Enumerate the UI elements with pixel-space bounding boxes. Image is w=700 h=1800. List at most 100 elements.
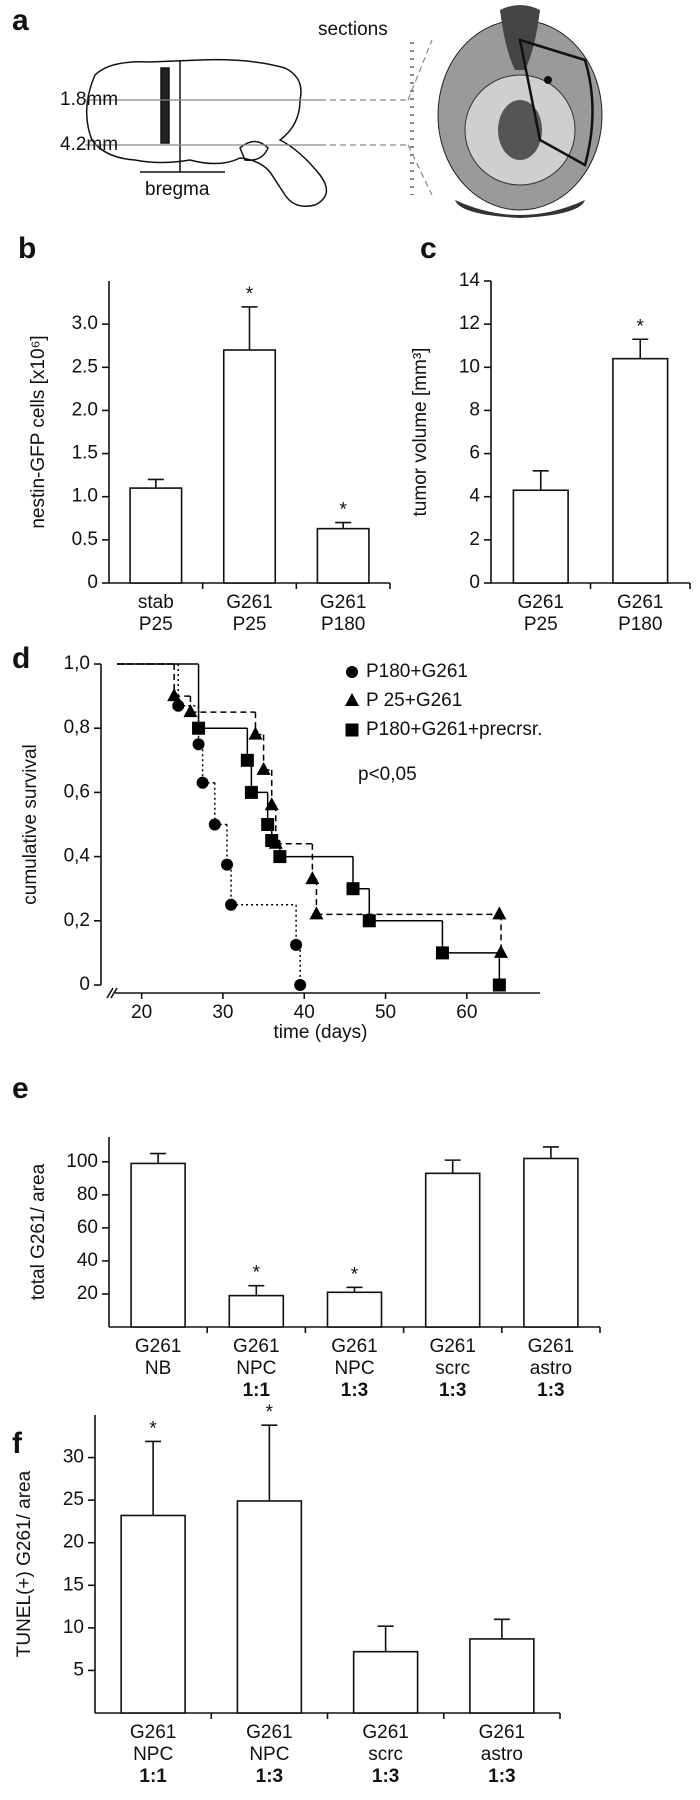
survival-marker	[244, 785, 258, 799]
tumor-region	[518, 38, 594, 167]
sections-label: sections	[318, 19, 388, 40]
survival-marker	[435, 946, 449, 960]
bar	[129, 487, 183, 584]
x-axis-label: time (days)	[274, 1022, 368, 1043]
x-tick-label: NPC	[249, 1744, 289, 1765]
y-tick-label: 0,8	[64, 717, 90, 738]
x-tick-label: P25	[139, 614, 173, 635]
y-tick-label: 1,0	[64, 653, 90, 674]
survival-marker	[273, 850, 287, 864]
x-tick-label: astro	[530, 1358, 572, 1379]
y-tick-label: 2	[469, 529, 480, 550]
survival-marker	[172, 699, 185, 712]
survival-marker	[265, 834, 279, 848]
x-tick-label: G261	[320, 592, 366, 613]
y-tick-label: 0	[469, 572, 480, 593]
bar	[469, 1638, 535, 1714]
x-tick-label: G261	[429, 1336, 475, 1357]
y-tick-label: 0.5	[72, 529, 98, 550]
y-tick-label: 0,4	[64, 846, 91, 867]
x-tick-label: G261	[479, 1722, 525, 1743]
y-tick-label: 1.0	[72, 486, 98, 507]
y-tick-label: 15	[63, 1574, 84, 1595]
significance-marker: *	[266, 1402, 274, 1423]
survival-marker	[221, 858, 234, 871]
y-tick-label: 4	[469, 486, 480, 507]
bar	[222, 349, 277, 584]
x-tick-label: P25	[233, 614, 267, 635]
bulb	[500, 5, 540, 70]
x-tick-label: stab	[138, 592, 174, 613]
survival-marker	[294, 979, 307, 991]
bar	[228, 1294, 285, 1328]
y-tick-label: 8	[469, 399, 480, 420]
x-tick-label: 1:3	[439, 1380, 466, 1401]
bregma-label: bregma	[145, 179, 210, 200]
x-tick-label: P25	[524, 614, 558, 635]
survival-marker	[492, 978, 506, 992]
survival-marker	[167, 688, 182, 702]
y-tick-label: 0,6	[64, 781, 90, 802]
x-tick-label: NB	[145, 1358, 171, 1379]
x-tick-label: 1:3	[341, 1380, 368, 1401]
y-tick-label: 60	[77, 1217, 98, 1238]
brain-section	[437, 5, 603, 218]
y-tick-label: 20	[63, 1532, 84, 1553]
survival-marker	[183, 704, 198, 718]
y-tick-label: 100	[66, 1151, 98, 1172]
x-tick-label: G261	[130, 1722, 176, 1743]
y-axis-label: total G261/ area	[28, 1163, 49, 1300]
sagittal-outline	[85, 58, 328, 207]
bar	[512, 489, 569, 584]
panel-label: a	[12, 4, 29, 37]
level-lines	[85, 39, 433, 196]
x-tick-label: 60	[456, 1002, 477, 1023]
bar	[316, 527, 370, 584]
x-tick-label: 1:3	[256, 1766, 283, 1787]
survival-marker	[248, 726, 263, 740]
survival-marker	[261, 818, 275, 831]
y-tick-label: 20	[77, 1283, 98, 1304]
x-tick-label: NPC	[334, 1358, 374, 1379]
level-label: 4.2mm	[60, 134, 118, 155]
significance-marker: *	[351, 1264, 359, 1285]
survival-marker	[225, 898, 238, 911]
base	[455, 200, 585, 218]
significance-marker: *	[149, 1418, 157, 1439]
x-tick-label: G261	[528, 1336, 574, 1357]
core-dark	[498, 100, 542, 160]
survival-marker	[305, 871, 320, 885]
y-tick-label: 5	[73, 1659, 84, 1680]
panel-label: f	[12, 1427, 23, 1460]
y-tick-label: 3.0	[72, 313, 98, 334]
bar	[120, 1514, 186, 1714]
survival-marker	[256, 761, 271, 775]
x-tick-label: G261	[518, 592, 564, 613]
y-tick-label: 6	[469, 443, 480, 464]
y-tick-label: 30	[63, 1447, 84, 1468]
cerebellum	[239, 140, 269, 161]
axis-break	[106, 987, 114, 999]
x-tick-label: 1:3	[488, 1766, 515, 1787]
bar	[236, 1500, 303, 1714]
survival-marker	[240, 753, 254, 767]
injection-site	[544, 76, 552, 84]
survival-marker	[362, 914, 376, 928]
y-tick-label: 0,2	[64, 910, 90, 931]
legend-marker	[345, 693, 359, 706]
x-tick-label: 20	[131, 1002, 152, 1023]
y-tick-label: 10	[459, 356, 480, 377]
legend-label: P180+G261	[366, 661, 468, 682]
survival-marker	[196, 776, 209, 789]
y-axis-label: cumulative survival	[20, 744, 41, 905]
brain-schematic	[85, 58, 328, 207]
panel-label: d	[12, 642, 30, 675]
bar	[523, 1157, 579, 1328]
panel-label: b	[18, 232, 36, 265]
y-tick-label: 2.0	[72, 399, 98, 420]
axis-break	[110, 987, 118, 999]
x-tick-label: G261	[226, 592, 272, 613]
x-tick-label: G261	[331, 1336, 377, 1357]
survival-marker	[264, 797, 279, 811]
